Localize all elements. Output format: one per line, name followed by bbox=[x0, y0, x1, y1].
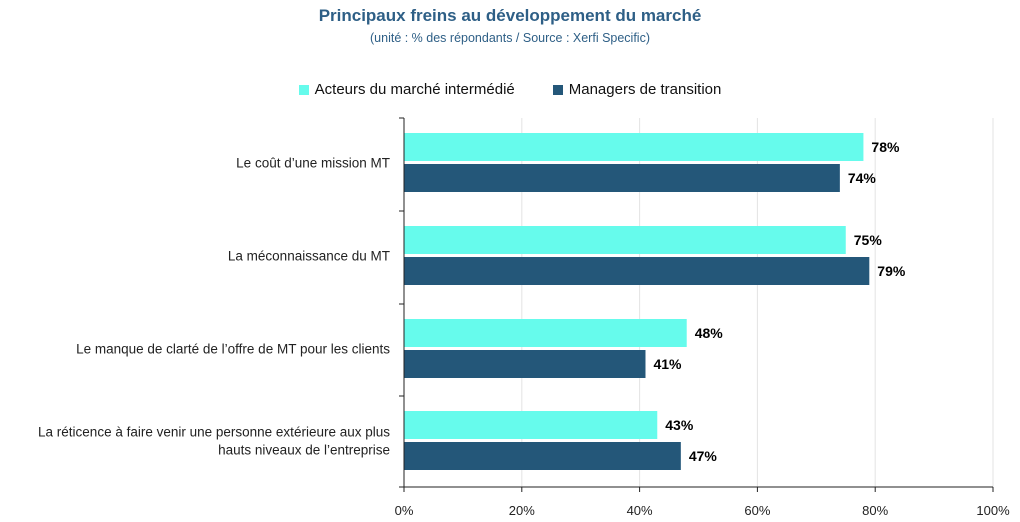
data-label: 75% bbox=[854, 232, 883, 248]
legend-item-series-2: Managers de transition bbox=[552, 81, 722, 98]
bar-series-1 bbox=[404, 319, 687, 347]
data-label: 78% bbox=[871, 139, 900, 155]
x-tick-label: 100% bbox=[976, 503, 1010, 518]
bar-series-1 bbox=[404, 226, 846, 254]
category-label: La réticence à faire venir une personne … bbox=[38, 425, 390, 440]
category-label: La méconnaissance du MT bbox=[228, 249, 390, 264]
bar-series-2 bbox=[404, 350, 646, 378]
bar-series-1 bbox=[404, 411, 658, 439]
x-tick-label: 0% bbox=[395, 503, 414, 518]
bar-series-2 bbox=[404, 164, 840, 192]
data-label: 79% bbox=[877, 263, 906, 279]
x-tick-label: 80% bbox=[862, 503, 888, 518]
legend-swatch-series-2 bbox=[552, 84, 563, 95]
data-label: 47% bbox=[689, 448, 718, 464]
data-label: 41% bbox=[653, 356, 682, 372]
data-label: 74% bbox=[848, 170, 877, 186]
legend: Acteurs du marché intermédié Managers de… bbox=[0, 81, 1020, 98]
bar-series-2 bbox=[404, 442, 681, 470]
legend-swatch-series-1 bbox=[298, 84, 309, 95]
data-label: 43% bbox=[665, 417, 694, 433]
bar-series-1 bbox=[404, 133, 864, 161]
bar-series-2 bbox=[404, 257, 870, 285]
legend-label-series-2: Managers de transition bbox=[568, 81, 722, 98]
x-tick-label: 60% bbox=[744, 503, 770, 518]
x-tick-label: 40% bbox=[627, 503, 653, 518]
data-label: 48% bbox=[695, 325, 724, 341]
category-label: hauts niveaux de l’entreprise bbox=[218, 443, 390, 458]
category-label: Le coût d’une mission MT bbox=[236, 156, 390, 171]
legend-item-series-1: Acteurs du marché intermédié bbox=[298, 81, 515, 98]
legend-label-series-1: Acteurs du marché intermédié bbox=[314, 81, 515, 98]
chart-subtitle: (unité : % des répondants / Source : Xer… bbox=[370, 31, 650, 45]
category-label: Le manque de clarté de l’offre de MT pou… bbox=[76, 342, 390, 357]
chart-title: Principaux freins au développement du ma… bbox=[318, 6, 702, 25]
x-tick-label: 20% bbox=[509, 503, 535, 518]
